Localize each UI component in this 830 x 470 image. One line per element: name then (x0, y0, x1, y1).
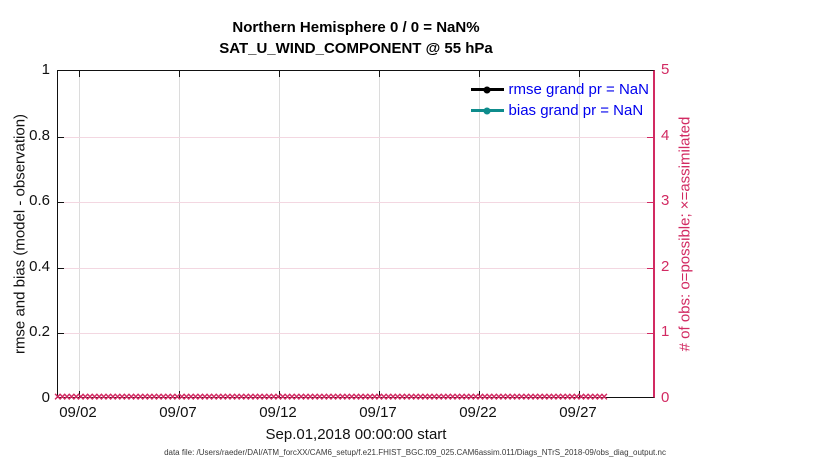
x-tick-mark-top (379, 71, 380, 77)
x-tick-label: 09/07 (159, 404, 197, 421)
legend-label-rmse: rmse grand pr = NaN (508, 81, 649, 98)
x-tick-mark (379, 391, 380, 397)
legend: rmse grand pr = NaN bias grand pr = NaN (470, 80, 649, 120)
rmse-line-sample (470, 86, 504, 93)
gridline-horizontal (58, 202, 653, 204)
gridline-vertical (279, 71, 280, 397)
y-tick-mark-left (58, 267, 64, 269)
x-tick-label: 09/12 (259, 404, 297, 421)
chart-title: Northern Hemisphere 0 / 0 = NaN% (232, 19, 480, 36)
x-tick-mark (279, 391, 280, 397)
gridline-horizontal (58, 333, 653, 335)
x-tick-label: 09/02 (59, 404, 97, 421)
y-tick-label-left: 0.4 (29, 257, 50, 275)
y-tick-label-right: 1 (661, 323, 670, 341)
y-tick-label-left: 0.6 (29, 192, 50, 210)
x-tick-label: 09/27 (559, 404, 597, 421)
x-tick-mark (579, 391, 580, 397)
y-tick-mark-left (58, 333, 64, 335)
y-tick-mark-right (647, 202, 653, 204)
y-tick-mark-left (58, 136, 64, 138)
y-tick-label-right: 5 (661, 61, 670, 78)
y-tick-label-left: 0.2 (29, 323, 50, 341)
gridline-horizontal (58, 136, 653, 138)
y-tick-label-right: 4 (661, 126, 670, 144)
legend-entry-rmse: rmse grand pr = NaN (470, 80, 649, 99)
data-file-note: data file: /Users/raeder/DAI/ATM_forcXX/… (164, 448, 666, 457)
plot-area: rmse grand pr = NaN bias grand pr = NaN … (54, 70, 655, 403)
gridline-vertical (379, 71, 380, 397)
gridline-vertical (79, 71, 80, 397)
y-tick-label-right: 3 (661, 192, 670, 210)
chart-subtitle: SAT_U_WIND_COMPONENT @ 55 hPa (219, 40, 493, 57)
x-tick-label: 09/22 (459, 404, 497, 421)
x-tick-mark-top (179, 71, 180, 77)
gridline-vertical (579, 71, 580, 397)
y-axis-label-right: # of obs: o=possible; ×=assimilated (676, 116, 694, 352)
y-tick-label-right: 2 (661, 257, 670, 275)
bias-line-sample (470, 107, 504, 114)
y-tick-label-right: 0 (661, 389, 670, 406)
gridline-vertical (179, 71, 180, 397)
x-tick-mark (479, 391, 480, 397)
y-axis-label-left: rmse and bias (model - observation) (11, 113, 29, 355)
x-tick-mark-top (579, 71, 580, 77)
bias-marker-dot (483, 107, 491, 114)
y-tick-mark-left (58, 202, 64, 204)
gridline-vertical (479, 71, 480, 397)
y-tick-label-left: 0 (41, 389, 50, 406)
y-tick-mark-right (647, 333, 653, 335)
x-tick-mark-top (79, 71, 80, 77)
y-tick-label-left: 1 (41, 61, 50, 78)
x-tick-mark (79, 391, 80, 397)
legend-entry-bias: bias grand pr = NaN (470, 101, 649, 120)
gridline-horizontal (58, 267, 653, 269)
y-tick-mark-right (647, 267, 653, 269)
x-tick-mark (179, 391, 180, 397)
rmse-marker-dot (483, 86, 491, 93)
x-tick-label: 09/17 (359, 404, 397, 421)
obs-count-zero-band: ××××××××××××××××××××××××××××××××××××××××… (54, 391, 608, 403)
x-axis-label: Sep.01,2018 00:00:00 start (265, 426, 447, 443)
x-tick-mark-top (279, 71, 280, 77)
y-tick-mark-right (647, 136, 653, 138)
x-tick-mark-top (479, 71, 480, 77)
y-tick-label-left: 0.8 (29, 126, 50, 144)
legend-label-bias: bias grand pr = NaN (508, 102, 644, 119)
